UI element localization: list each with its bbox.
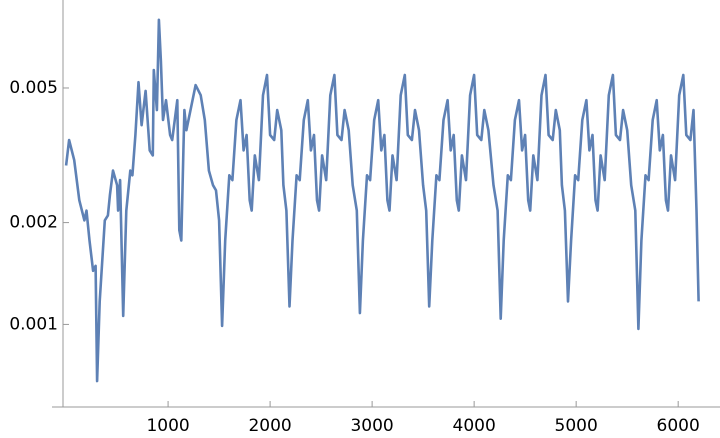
y-tick-label: 0.001 (9, 314, 58, 334)
data-line (64, 18, 700, 383)
x-tick-label: 2000 (248, 416, 291, 436)
y-tick-label: 0.002 (9, 213, 58, 233)
x-tick-label: 3000 (350, 416, 393, 436)
x-tick-label: 1000 (146, 416, 189, 436)
x-tick-label: 5000 (555, 416, 598, 436)
x-tick-label: 6000 (657, 416, 700, 436)
x-tick-label: 4000 (453, 416, 496, 436)
y-tick-label: 0.005 (9, 78, 58, 98)
